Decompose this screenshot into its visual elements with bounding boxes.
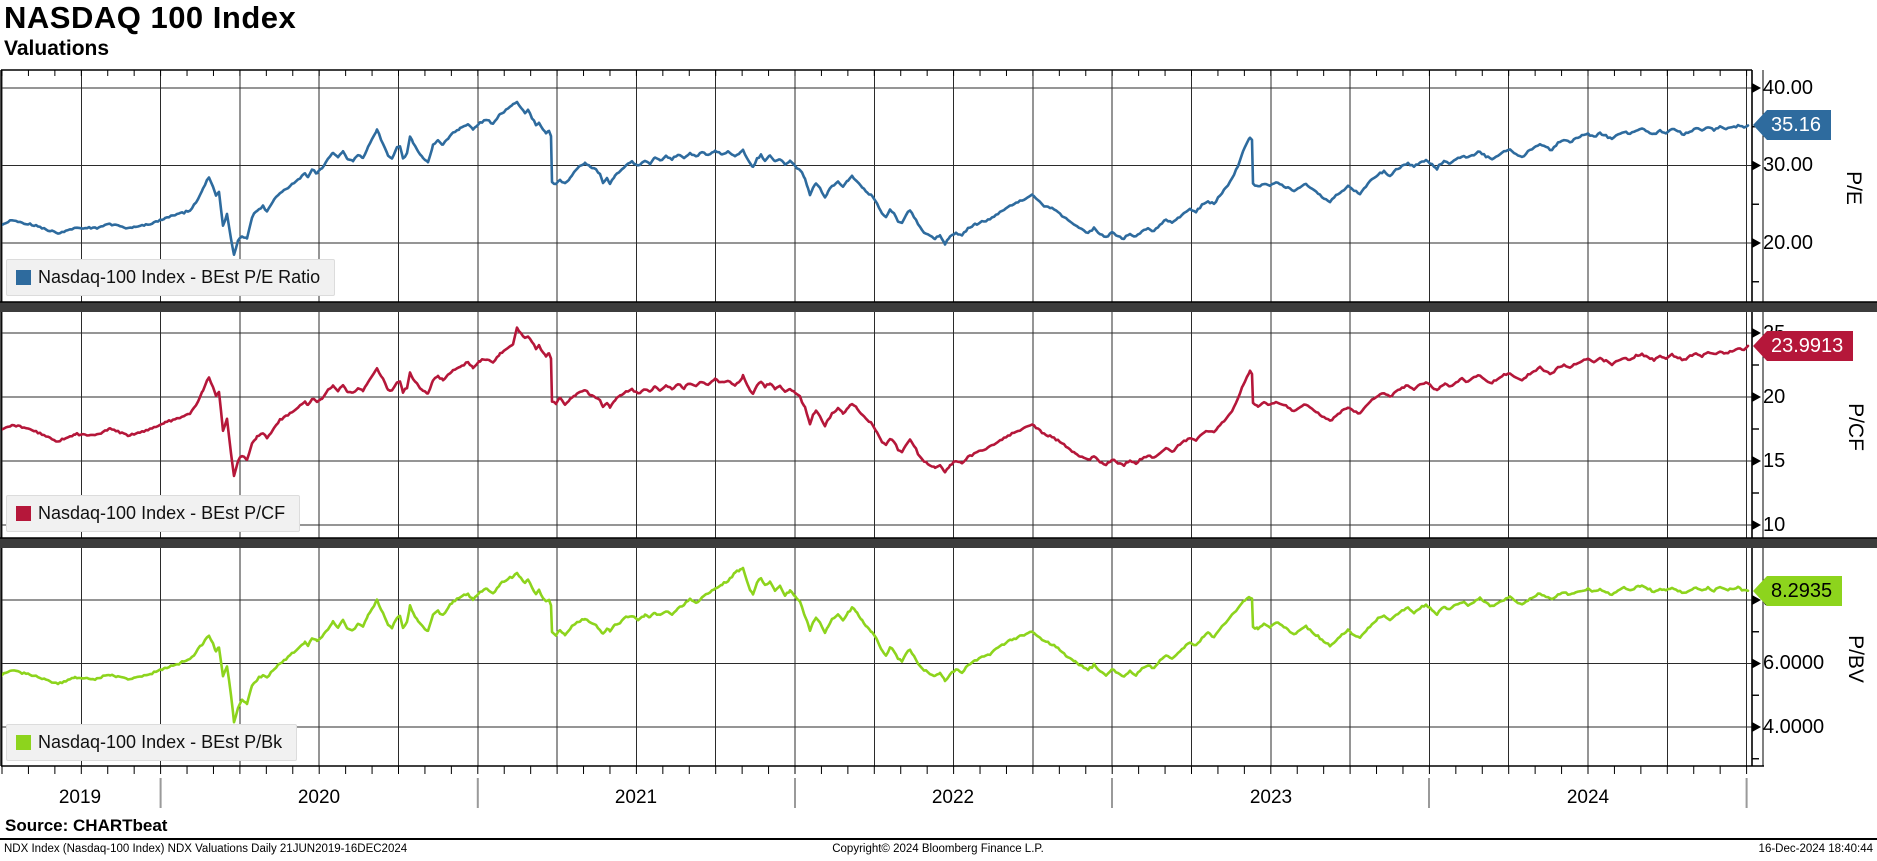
footer-copyright: Copyright© 2024 Bloomberg Finance L.P. xyxy=(832,843,1044,855)
tick-arrow-icon xyxy=(1752,83,1761,93)
tick-arrow-icon xyxy=(1752,722,1761,732)
x-year-2023: 2023 xyxy=(1249,787,1293,808)
page-title: NASDAQ 100 Index xyxy=(4,0,297,35)
panel-divider xyxy=(0,302,1877,312)
last-value-badge-pcf: 23.9913 xyxy=(1753,331,1854,361)
series-line-pcf xyxy=(2,326,1750,478)
tick-arrow-icon xyxy=(1752,160,1761,171)
y-tick-pbv-4: 4.0000 xyxy=(1763,716,1825,738)
legend-pe: Nasdaq-100 Index - BEst P/E Ratio xyxy=(6,259,336,296)
y-tick-pe-30: 30.00 xyxy=(1763,154,1814,176)
axis-title-pcf: P/CF xyxy=(1843,403,1867,451)
legend-pbv: Nasdaq-100 Index - BEst P/Bk xyxy=(6,724,298,761)
x-year-2022: 2022 xyxy=(931,787,975,808)
legend-pe-swatch-icon xyxy=(16,270,31,285)
y-tick-pbv-6: 6.0000 xyxy=(1763,652,1825,674)
y-tick-pcf-20: 20 xyxy=(1763,386,1786,408)
panel-divider xyxy=(0,538,1877,548)
series-line-pbv xyxy=(2,566,1750,724)
legend-pcf-label: Nasdaq-100 Index - BEst P/CF xyxy=(38,503,286,523)
series-line-pe xyxy=(2,100,1750,256)
source-line: Source: CHARTbeat xyxy=(5,816,168,835)
tick-arrow-icon xyxy=(1752,238,1761,248)
tick-arrow-icon xyxy=(1752,595,1761,605)
y-tick-pe-20: 20.00 xyxy=(1763,232,1814,254)
tick-arrow-icon xyxy=(1752,658,1761,669)
tick-arrow-icon xyxy=(1752,456,1761,466)
tick-arrow-icon xyxy=(1752,392,1761,402)
y-tick-pcf-15: 15 xyxy=(1763,450,1786,472)
last-value-badge-pe: 35.16 xyxy=(1753,110,1832,140)
page-subtitle: Valuations xyxy=(4,37,110,60)
y-tick-pcf-10: 10 xyxy=(1763,514,1786,536)
y-tick-pe-40: 40.00 xyxy=(1763,77,1814,99)
legend-pcf-swatch-icon xyxy=(16,506,31,521)
legend-pbv-swatch-icon xyxy=(16,735,31,750)
x-year-2021: 2021 xyxy=(614,787,658,808)
legend-pe-label: Nasdaq-100 Index - BEst P/E Ratio xyxy=(38,267,321,287)
footer-timestamp: 16-Dec-2024 18:40:44 xyxy=(1758,843,1873,855)
axis-title-pbv: P/BV xyxy=(1843,635,1867,683)
axis-title-pe: P/E xyxy=(1841,171,1865,205)
footer-divider xyxy=(0,838,1877,861)
tick-arrow-icon xyxy=(1752,520,1761,530)
x-year-2020: 2020 xyxy=(297,787,341,808)
footer-description: NDX Index (Nasdaq-100 Index) NDX Valuati… xyxy=(4,843,408,855)
legend-pcf: Nasdaq-100 Index - BEst P/CF xyxy=(6,495,301,532)
tick-arrow-icon xyxy=(1752,328,1761,338)
x-year-2024: 2024 xyxy=(1566,787,1610,808)
x-year-2019: 2019 xyxy=(58,787,102,808)
legend-pbv-label: Nasdaq-100 Index - BEst P/Bk xyxy=(38,732,283,752)
last-value-badge-pbv: 8.2935 xyxy=(1753,576,1843,606)
